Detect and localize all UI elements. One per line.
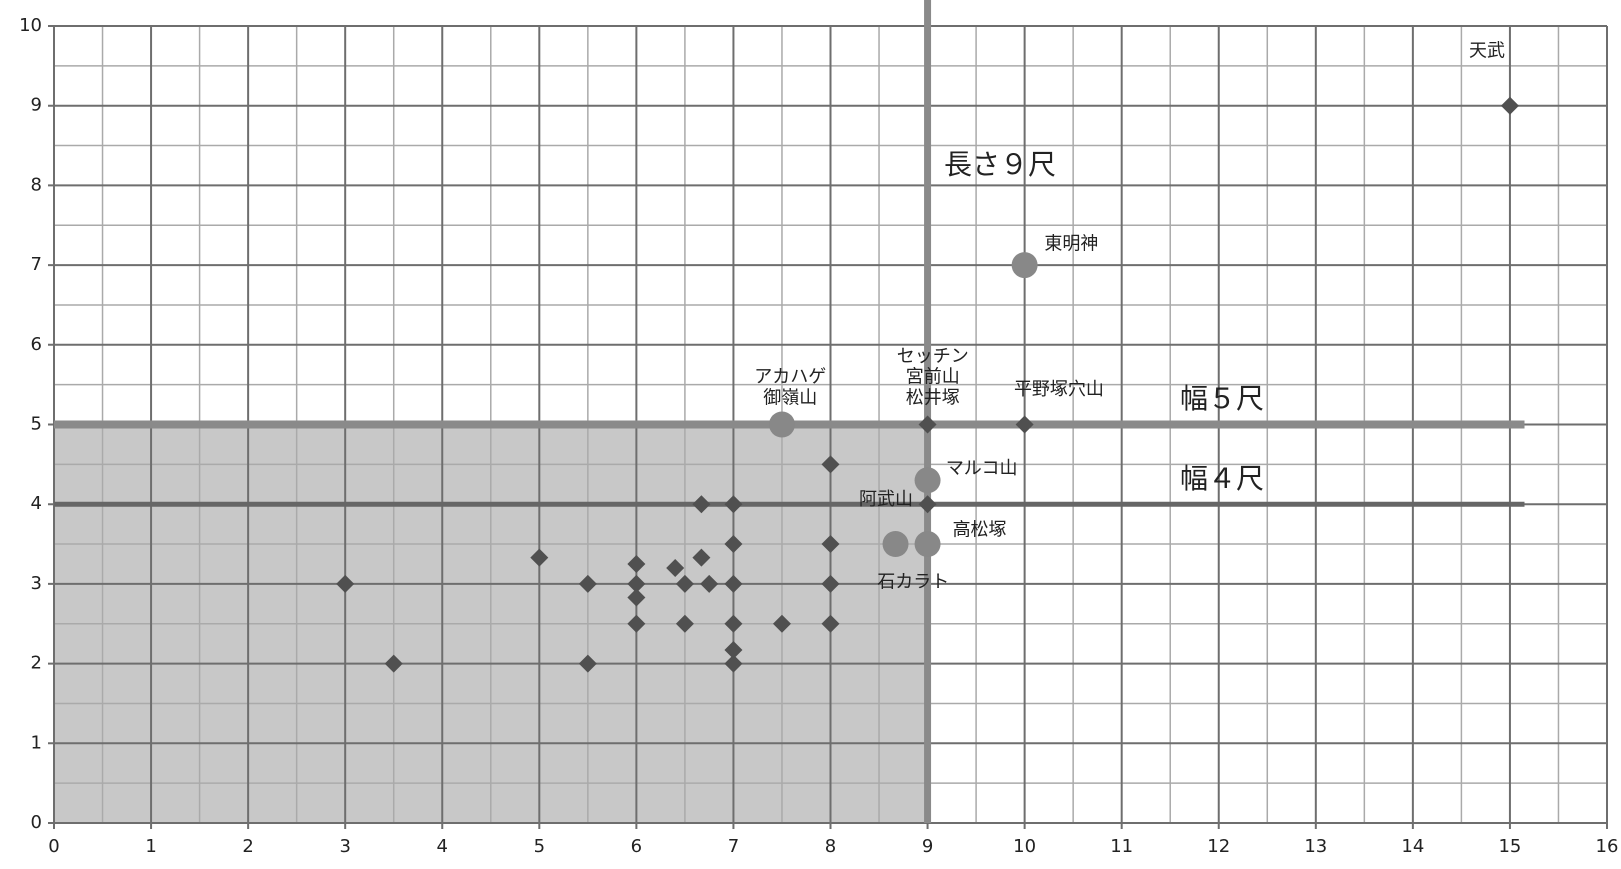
x-tick-label: 9 — [922, 836, 933, 857]
y-tick-label: 1 — [31, 732, 42, 753]
reference-label: 長さ９尺 — [944, 148, 1056, 181]
x-tick-label: 3 — [339, 836, 350, 857]
point — [821, 614, 840, 633]
x-tick-label: 13 — [1304, 836, 1327, 857]
y-tick-label: 6 — [31, 334, 42, 355]
reference-label: 幅５尺 — [1180, 382, 1264, 415]
point — [724, 535, 743, 554]
point — [578, 654, 597, 673]
x-tick-label: 14 — [1401, 836, 1424, 857]
x-tick-label: 10 — [1013, 836, 1036, 857]
y-tick-label: 3 — [31, 573, 42, 594]
point — [578, 574, 597, 593]
point-label: 宮前山 — [906, 367, 960, 388]
y-tick-label: 9 — [31, 95, 42, 116]
point — [692, 495, 711, 514]
x-tick-label: 4 — [437, 836, 448, 857]
point — [821, 574, 840, 593]
x-tick-label: 1 — [145, 836, 156, 857]
point — [724, 495, 743, 514]
point — [675, 614, 694, 633]
point-label: 御嶺山 — [763, 388, 817, 409]
y-tick-label: 10 — [19, 15, 42, 36]
point — [821, 455, 840, 474]
reference-label: 幅４尺 — [1180, 462, 1264, 495]
point — [772, 614, 791, 633]
point — [724, 641, 743, 660]
x-tick-label: 8 — [825, 836, 836, 857]
y-tick-label: 2 — [31, 653, 42, 674]
point-label: セッチン — [897, 346, 969, 367]
point-label: 平野塚穴山 — [1014, 379, 1104, 400]
x-tick-label: 6 — [631, 836, 642, 857]
point — [768, 411, 795, 438]
point — [1015, 415, 1034, 434]
point — [384, 654, 403, 673]
point — [530, 548, 549, 567]
point-label: マルコ山 — [946, 458, 1018, 479]
point — [914, 531, 941, 558]
point — [692, 548, 711, 567]
x-tick-label: 12 — [1207, 836, 1230, 857]
point — [882, 531, 909, 558]
y-tick-label: 8 — [31, 174, 42, 195]
point-label: 阿武山 — [859, 489, 913, 510]
point — [627, 574, 646, 593]
point — [627, 554, 646, 573]
x-tick-label: 15 — [1498, 836, 1521, 857]
x-tick-label: 0 — [48, 836, 59, 857]
point — [724, 614, 743, 633]
x-tick-label: 5 — [534, 836, 545, 857]
point-label: アカハゲ — [754, 367, 826, 388]
point — [724, 574, 743, 593]
point — [918, 495, 937, 514]
point — [914, 467, 941, 494]
point-label: 東明神 — [1044, 233, 1098, 254]
point-label: 石カラト — [877, 572, 949, 593]
point — [700, 574, 719, 593]
point — [627, 614, 646, 633]
x-tick-label: 11 — [1110, 836, 1133, 857]
point — [1011, 252, 1038, 279]
point — [666, 558, 685, 577]
point-label: 高松塚 — [953, 520, 1007, 541]
y-tick-label: 7 — [31, 254, 42, 275]
point — [675, 574, 694, 593]
y-tick-label: 0 — [31, 812, 42, 833]
y-tick-label: 4 — [31, 493, 42, 514]
y-tick-label: 5 — [31, 414, 42, 435]
x-tick-label: 16 — [1596, 836, 1619, 857]
point — [627, 588, 646, 607]
point-label: 松井塚 — [906, 388, 960, 409]
point — [724, 654, 743, 673]
x-tick-label: 2 — [242, 836, 253, 857]
point — [821, 535, 840, 554]
point-label: 天武 — [1469, 41, 1505, 62]
x-tick-label: 7 — [728, 836, 739, 857]
point — [1500, 96, 1519, 115]
point — [918, 415, 937, 434]
point — [336, 574, 355, 593]
